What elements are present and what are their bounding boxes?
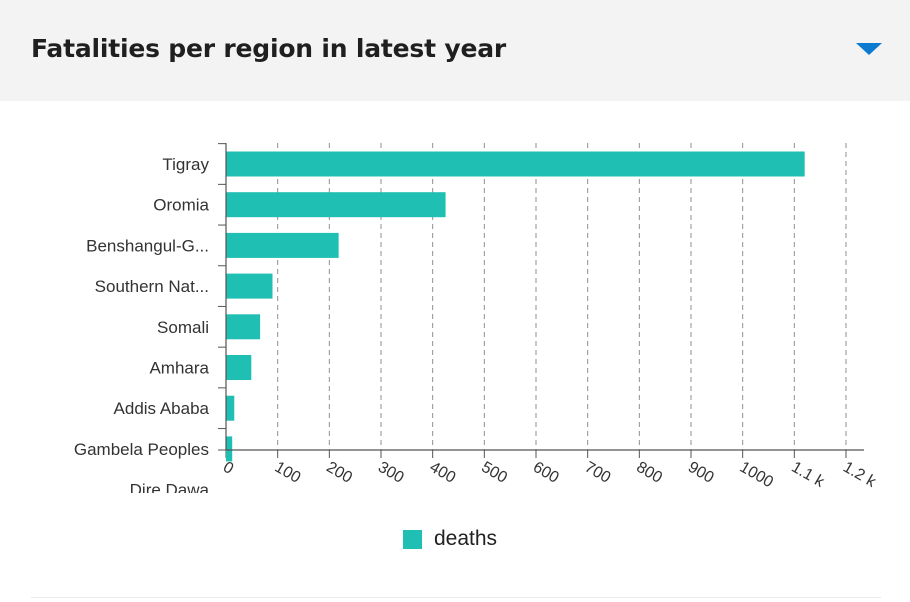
category-label: Southern Nat...: [95, 277, 209, 296]
chart-legend[interactable]: deaths: [403, 527, 497, 551]
x-tick-label: 600: [530, 459, 562, 487]
x-tick-label: 1.2 k: [840, 459, 879, 492]
x-tick-label: 0: [220, 459, 236, 478]
chart-svg: 0 100 200 300 400 500 600 700 800 900 1000 1.1 k 1.2…: [74, 143, 879, 500]
collapse-toggle-button[interactable]: [850, 36, 890, 66]
bar: [226, 436, 233, 462]
caret-down-icon: [856, 43, 882, 55]
category-label: Gambela Peoples: [74, 440, 209, 459]
x-tick-label: 300: [375, 459, 407, 487]
panel-body: 0 100 200 300 400 500 600 700 800 900 1000 1.1 k 1.2…: [0, 101, 910, 602]
x-tick-label: 700: [582, 459, 614, 487]
x-tick-label: 800: [633, 459, 665, 487]
x-tick-label: 200: [323, 459, 355, 487]
bar: [226, 314, 261, 340]
category-label: Tigray: [162, 155, 209, 174]
x-tick-label: 1.1 k: [788, 459, 827, 492]
panel-title: Fatalities per region in latest year: [31, 34, 507, 63]
category-label: Addis Ababa: [114, 399, 210, 418]
x-tick-label: 100: [272, 459, 304, 487]
legend-label: deaths: [434, 527, 498, 550]
bar-chart: 0 100 200 300 400 500 600 700 800 900 1000 1.1 k 1.2…: [0, 101, 910, 602]
bar: [226, 151, 805, 177]
x-tick-label: 500: [478, 459, 510, 487]
bar: [226, 395, 235, 421]
category-label: Oromia: [153, 196, 209, 215]
category-label: Amhara: [149, 359, 209, 378]
category-label: Somali: [157, 318, 209, 337]
bar: [226, 192, 446, 218]
x-tick-label: 1000: [737, 459, 776, 492]
x-tick-label: 400: [427, 459, 459, 487]
bar: [226, 232, 339, 258]
bar: [226, 273, 273, 299]
category-label: Dire Dawa: [130, 481, 210, 500]
x-tick-label: 900: [685, 459, 717, 487]
category-label: Benshangul-G...: [86, 236, 209, 255]
footer-divider: [31, 597, 881, 598]
legend-swatch: [403, 529, 422, 549]
panel-header: Fatalities per region in latest year: [0, 0, 910, 101]
bar: [226, 355, 252, 380]
